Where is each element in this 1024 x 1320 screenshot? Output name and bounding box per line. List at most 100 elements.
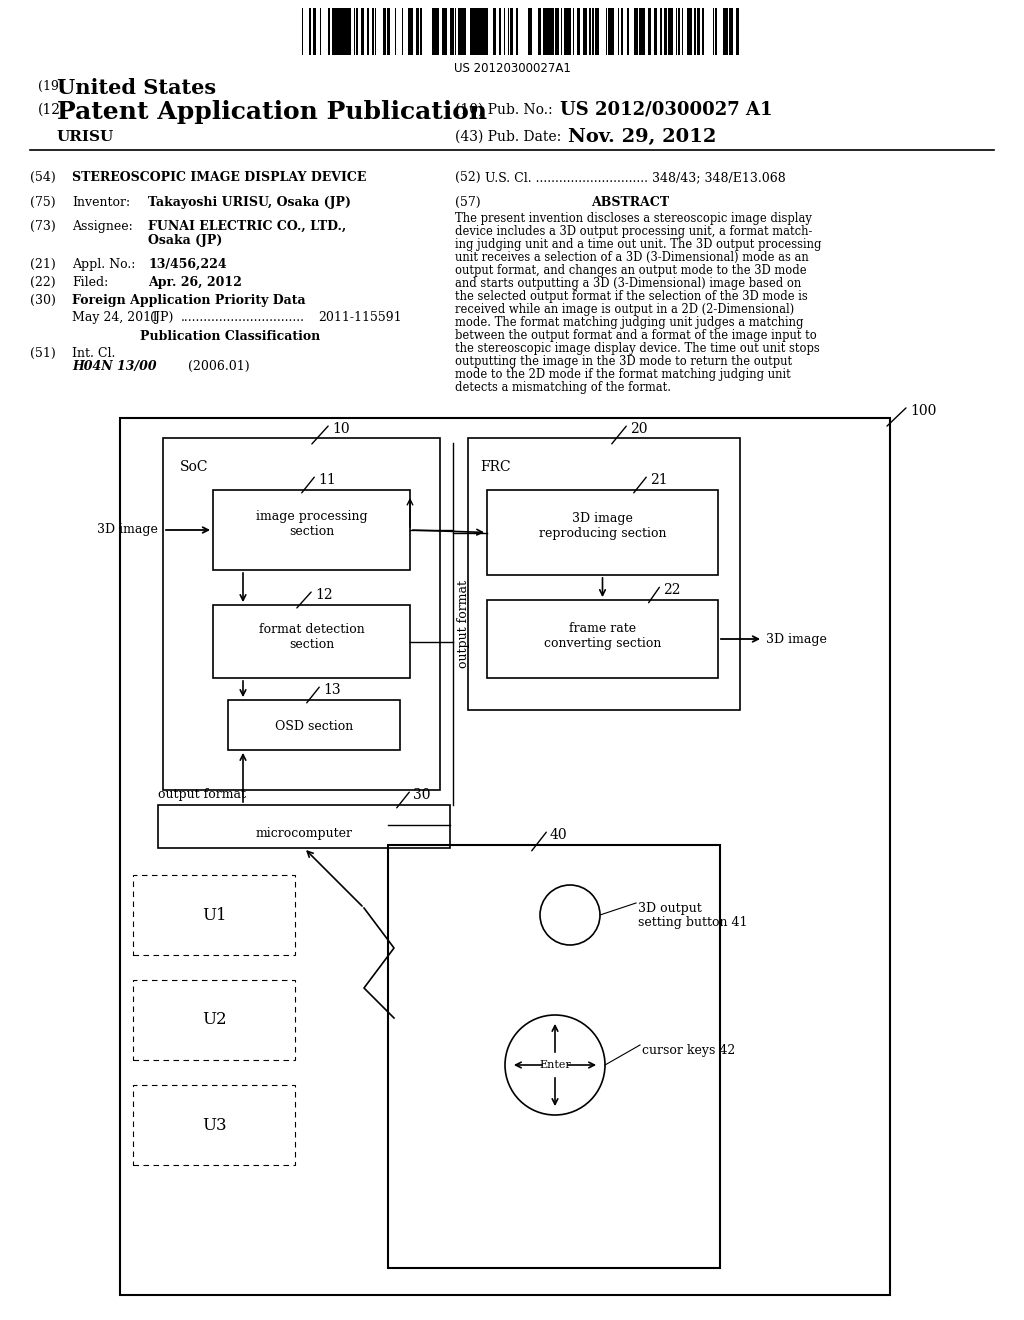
Text: Filed:: Filed: xyxy=(72,276,109,289)
Bar xyxy=(499,8,501,55)
Text: 22: 22 xyxy=(663,583,681,597)
Text: STEREOSCOPIC IMAGE DISPLAY DEVICE: STEREOSCOPIC IMAGE DISPLAY DEVICE xyxy=(72,172,367,183)
Text: mode to the 2D mode if the format matching judging unit: mode to the 2D mode if the format matchi… xyxy=(455,368,791,381)
Text: reproducing section: reproducing section xyxy=(539,527,667,540)
Bar xyxy=(313,8,316,55)
Bar xyxy=(338,8,340,55)
Text: the stereoscopic image display device. The time out unit stops: the stereoscopic image display device. T… xyxy=(455,342,820,355)
Text: Publication Classification: Publication Classification xyxy=(140,330,321,343)
Bar xyxy=(641,8,643,55)
Text: US 20120300027A1: US 20120300027A1 xyxy=(454,62,570,75)
Bar xyxy=(484,8,486,55)
Text: 13/456,224: 13/456,224 xyxy=(148,257,226,271)
Bar xyxy=(158,805,450,847)
Text: (75): (75) xyxy=(30,195,55,209)
Text: (54): (54) xyxy=(30,172,55,183)
Text: (57): (57) xyxy=(455,195,480,209)
Bar xyxy=(660,8,662,55)
Text: May 24, 2011: May 24, 2011 xyxy=(72,312,159,323)
Text: (52): (52) xyxy=(455,172,480,183)
Bar xyxy=(163,438,440,789)
Text: output format: output format xyxy=(158,788,246,801)
Text: OSD section: OSD section xyxy=(274,719,353,733)
Bar xyxy=(487,601,718,678)
Text: 3D image: 3D image xyxy=(766,632,826,645)
Bar xyxy=(585,8,587,55)
Text: 12: 12 xyxy=(315,587,333,602)
Bar xyxy=(120,418,890,1295)
Bar xyxy=(342,8,344,55)
Text: 3D image: 3D image xyxy=(97,524,158,536)
Bar xyxy=(468,438,740,710)
Bar xyxy=(333,8,335,55)
Text: converting section: converting section xyxy=(544,638,662,649)
Bar xyxy=(487,490,718,576)
Text: output format, and changes an output mode to the 3D mode: output format, and changes an output mod… xyxy=(455,264,807,277)
Text: (10) Pub. No.:: (10) Pub. No.: xyxy=(455,103,553,117)
Text: (51): (51) xyxy=(30,347,55,360)
Bar xyxy=(671,8,673,55)
Text: ing judging unit and a time out unit. The 3D output processing: ing judging unit and a time out unit. Th… xyxy=(455,238,821,251)
Text: U2: U2 xyxy=(202,1011,226,1028)
Text: 40: 40 xyxy=(550,828,567,842)
Text: (21): (21) xyxy=(30,257,55,271)
Bar xyxy=(556,8,559,55)
Text: H04N 13/00: H04N 13/00 xyxy=(72,360,157,374)
Bar xyxy=(736,8,738,55)
Text: 100: 100 xyxy=(910,404,936,418)
Text: U.S. Cl. ............................. 348/43; 348/E13.068: U.S. Cl. ............................. 3… xyxy=(485,172,785,183)
Bar xyxy=(724,8,727,55)
Bar xyxy=(546,8,548,55)
Text: FRC: FRC xyxy=(480,459,511,474)
Text: Enter: Enter xyxy=(539,1060,570,1071)
Bar xyxy=(516,8,518,55)
Text: 3D image: 3D image xyxy=(572,512,633,525)
Bar xyxy=(567,8,570,55)
Text: 30: 30 xyxy=(413,788,430,803)
Text: (73): (73) xyxy=(30,220,55,234)
Text: 3D output: 3D output xyxy=(638,902,701,915)
Text: section: section xyxy=(289,525,334,539)
Text: Inventor:: Inventor: xyxy=(72,195,130,209)
Bar xyxy=(592,8,594,55)
Bar xyxy=(528,8,531,55)
Bar xyxy=(731,8,733,55)
Bar xyxy=(309,8,311,55)
Text: (JP): (JP) xyxy=(150,312,173,323)
Bar xyxy=(643,8,645,55)
Text: Nov. 29, 2012: Nov. 29, 2012 xyxy=(568,128,717,147)
Bar xyxy=(462,8,464,55)
Text: Foreign Application Priority Data: Foreign Application Priority Data xyxy=(72,294,305,308)
Bar xyxy=(694,8,696,55)
Bar xyxy=(634,8,637,55)
Bar xyxy=(435,8,438,55)
Text: URISU: URISU xyxy=(57,129,115,144)
Text: The present invention discloses a stereoscopic image display: The present invention discloses a stereo… xyxy=(455,213,812,224)
Text: format detection: format detection xyxy=(259,623,365,636)
Text: Int. Cl.: Int. Cl. xyxy=(72,347,116,360)
Text: US 2012/0300027 A1: US 2012/0300027 A1 xyxy=(560,100,772,117)
Bar xyxy=(538,8,540,55)
Text: received while an image is output in a 2D (2-Dimensional): received while an image is output in a 2… xyxy=(455,304,795,315)
Bar xyxy=(543,8,546,55)
Bar xyxy=(486,8,488,55)
Text: (2006.01): (2006.01) xyxy=(188,360,250,374)
Text: ABSTRACT: ABSTRACT xyxy=(591,195,669,209)
Bar xyxy=(213,490,410,570)
Bar xyxy=(356,8,358,55)
Bar xyxy=(408,8,410,55)
Text: detects a mismatching of the format.: detects a mismatching of the format. xyxy=(455,381,671,393)
Text: (12): (12) xyxy=(38,103,67,117)
Text: (19): (19) xyxy=(38,81,63,92)
Text: frame rate: frame rate xyxy=(569,622,636,635)
Text: Assignee:: Assignee: xyxy=(72,220,133,234)
Text: mode. The format matching judging unit judges a matching: mode. The format matching judging unit j… xyxy=(455,315,804,329)
Bar xyxy=(480,8,482,55)
Bar xyxy=(577,8,579,55)
Text: device includes a 3D output processing unit, a format match-: device includes a 3D output processing u… xyxy=(455,224,812,238)
Bar xyxy=(384,8,386,55)
Text: (22): (22) xyxy=(30,276,55,289)
Text: 21: 21 xyxy=(650,473,668,487)
Text: (43) Pub. Date:: (43) Pub. Date: xyxy=(455,129,561,144)
Text: 2011-115591: 2011-115591 xyxy=(318,312,401,323)
